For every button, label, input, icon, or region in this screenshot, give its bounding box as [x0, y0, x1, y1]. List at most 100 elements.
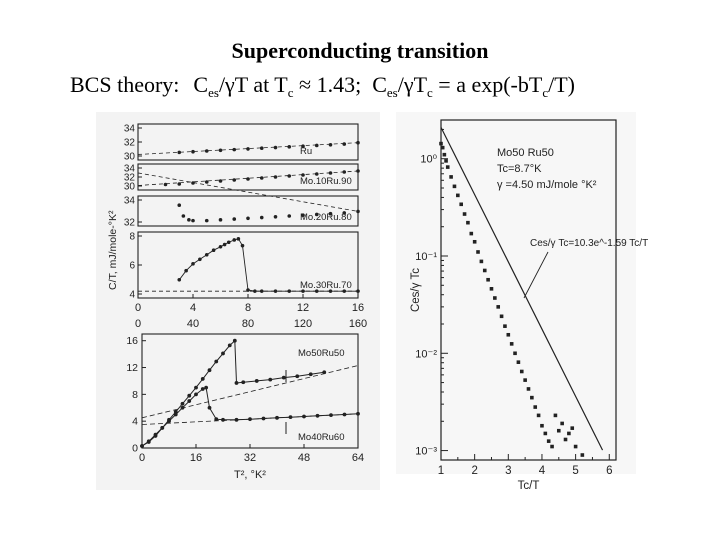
lb-series-point: [322, 370, 327, 375]
slide-subtitle: BCS theory: Ces/γT at Tc ≈ 1.43; Ces/γTc …: [70, 72, 575, 100]
strip-point: [356, 169, 360, 173]
strip-fit-line: [137, 142, 359, 155]
lb-series-point: [342, 412, 347, 417]
right-data-point: [459, 202, 463, 207]
lb-series-point: [288, 415, 293, 420]
right-ytick-label: 10⁻¹: [415, 251, 437, 263]
strip-point: [259, 289, 264, 293]
right-data-point: [462, 212, 467, 216]
right-data-point: [556, 428, 561, 433]
lb-series-point: [234, 417, 239, 422]
strip-point: [328, 289, 333, 293]
strip-point: [177, 203, 182, 208]
strip-ytick-label: 32: [124, 218, 136, 229]
strip-point: [328, 142, 333, 147]
lb-series-point: [329, 413, 333, 418]
strip-point: [163, 182, 168, 187]
subtitle-c-sub1: c: [287, 85, 294, 100]
subtitle-p5: /T): [548, 72, 575, 97]
strip-point: [191, 149, 195, 154]
right-data-point: [519, 369, 524, 374]
subtitle-p2: ≈ 1.43;: [293, 72, 362, 97]
right-data-point: [476, 250, 480, 254]
right-y-axis-label: Ces/γ Tc: [410, 268, 422, 312]
subtitle-p1: /γT at T: [218, 72, 288, 97]
lb-series-point: [180, 401, 185, 406]
right-figure-background: [396, 112, 636, 474]
lb-series-point: [232, 338, 237, 343]
strip-point: [356, 289, 360, 293]
lb-series-point: [194, 392, 198, 397]
strip-point: [287, 174, 292, 178]
strip-point: [287, 145, 292, 149]
right-xtick-label: 3: [505, 465, 511, 477]
lb-series-point: [241, 380, 246, 385]
strip-point: [259, 176, 264, 180]
left-bottom-chart: 16 12 8 4 00 16 32 48 64 T², °K² Mo50Ru50 Mo40Ru60: [126, 333, 364, 481]
right-data-point: [509, 342, 514, 346]
lb-xtick-label: 64: [352, 452, 364, 464]
right-ytick-label: 10⁻²: [415, 348, 437, 360]
strip-fit-line: [137, 172, 359, 212]
right-data-point: [472, 239, 477, 244]
strip-point: [198, 257, 202, 262]
lb-series-point: [200, 377, 205, 381]
strip-series-label: Mo.20Ru.80: [300, 212, 352, 223]
strip-point: [342, 211, 347, 215]
right-ytick-label: 10⁻³: [415, 446, 437, 458]
right-data-point: [560, 421, 564, 426]
strip-point: [211, 248, 216, 253]
slide-title: Superconducting transition: [231, 38, 489, 63]
strip-point: [273, 175, 278, 179]
strip-point: [314, 212, 319, 217]
right-log-chart: 1 2 3 4 5 6 10⁰ 10⁻¹ 10⁻² 10⁻³ Tc/T Ces/γ Tc Mo50 Ru…: [410, 119, 648, 492]
right-annotation-arrow: [523, 251, 549, 299]
right-fit-line: [440, 127, 604, 451]
lt-xtick-label: 16: [352, 302, 364, 314]
right-data-point: [442, 152, 447, 157]
strip-point: [187, 218, 191, 222]
right-data-point: [573, 444, 578, 449]
subtitle-lead: BCS theory:: [70, 72, 180, 97]
strip-point: [177, 182, 182, 186]
right-xtick-label: 5: [572, 465, 578, 477]
lt-xtick-lower-label: 80: [242, 318, 254, 330]
lb-xtick-label: 16: [190, 452, 202, 464]
strip-point: [301, 173, 305, 177]
right-ytick-label: 10⁰: [420, 154, 437, 166]
lb-ytick-label: 12: [126, 362, 138, 374]
strip-point: [273, 145, 278, 150]
right-data-point: [466, 220, 470, 225]
lb-series-point: [180, 405, 185, 410]
subtitle-p4: = a exp(-bT: [432, 72, 543, 97]
strip-point: [177, 150, 182, 155]
right-data-point: [543, 431, 548, 436]
lb-xtick-label: 48: [298, 452, 310, 464]
lb-series-point: [214, 359, 219, 364]
right-data-point: [533, 405, 538, 409]
right-x-axis-label: Tc/T: [518, 480, 540, 492]
lb-series-point: [221, 351, 225, 356]
right-data-point: [439, 141, 443, 146]
strip-point: [218, 148, 223, 153]
strip-point: [222, 242, 227, 247]
right-data-point: [530, 395, 534, 400]
strip-point: [204, 149, 209, 153]
strip-point: [218, 244, 223, 249]
right-data-point: [550, 444, 554, 449]
strip-ytick-label: 4: [129, 290, 135, 301]
lb-xtick-label: 32: [244, 452, 256, 464]
strip-point: [287, 289, 292, 293]
strip-point: [301, 144, 305, 148]
lb-series-point: [173, 412, 178, 417]
lb-series-point: [200, 387, 205, 391]
lb-series-point: [275, 415, 279, 420]
strip-point: [218, 218, 223, 222]
right-data-point: [553, 413, 558, 418]
strip-point: [246, 288, 250, 292]
strip-point: [232, 178, 237, 182]
lb-series-point: [204, 385, 209, 390]
subtitle-p3: /γT: [397, 72, 428, 97]
strip-point: [342, 170, 347, 174]
strip-curve: [178, 238, 358, 292]
